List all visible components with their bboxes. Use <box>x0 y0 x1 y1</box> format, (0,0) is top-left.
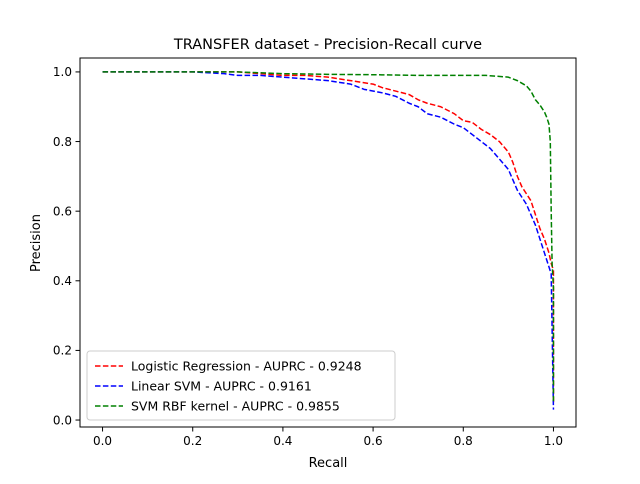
y-axis: 0.0 0.2 0.4 0.6 0.8 1.0 <box>53 65 80 427</box>
x-tick-label: 0.0 <box>93 434 112 448</box>
x-tick-label: 1.0 <box>544 434 563 448</box>
y-tick-label: 0.6 <box>53 204 72 218</box>
y-tick-label: 0.8 <box>53 135 72 149</box>
x-tick-label: 0.8 <box>454 434 473 448</box>
y-tick-label: 0.0 <box>53 413 72 427</box>
series-line-svm-rbf-kernel <box>102 71 555 403</box>
x-axis-label: Recall <box>309 456 348 471</box>
x-tick-label: 0.2 <box>183 434 202 448</box>
y-axis-label: Precision <box>29 214 44 272</box>
legend-label-linear-svm: Linear SVM - AUPRC - 0.9161 <box>131 379 312 394</box>
x-axis: 0.0 0.2 0.4 0.6 0.8 1.0 <box>93 427 563 448</box>
plot-frame <box>79 57 577 428</box>
chart-title: TRANSFER dataset - Precision-Recall curv… <box>173 37 482 53</box>
y-tick-label: 1.0 <box>53 65 72 79</box>
y-tick-label: 0.4 <box>53 274 72 288</box>
legend-label-logistic-regression: Logistic Regression - AUPRC - 0.9248 <box>131 359 362 374</box>
y-tick-label: 0.2 <box>53 344 72 358</box>
legend-label-svm-rbf-kernel: SVM RBF kernel - AUPRC - 0.9855 <box>131 399 340 414</box>
plot-series <box>102 71 555 410</box>
x-tick-label: 0.6 <box>364 434 383 448</box>
series-line-logistic-regression <box>102 71 555 403</box>
legend: Logistic Regression - AUPRC - 0.9248 Line… <box>86 350 396 421</box>
series-line-linear-svm <box>102 71 555 410</box>
legend-box <box>86 350 396 421</box>
x-tick-label: 0.4 <box>273 434 292 448</box>
